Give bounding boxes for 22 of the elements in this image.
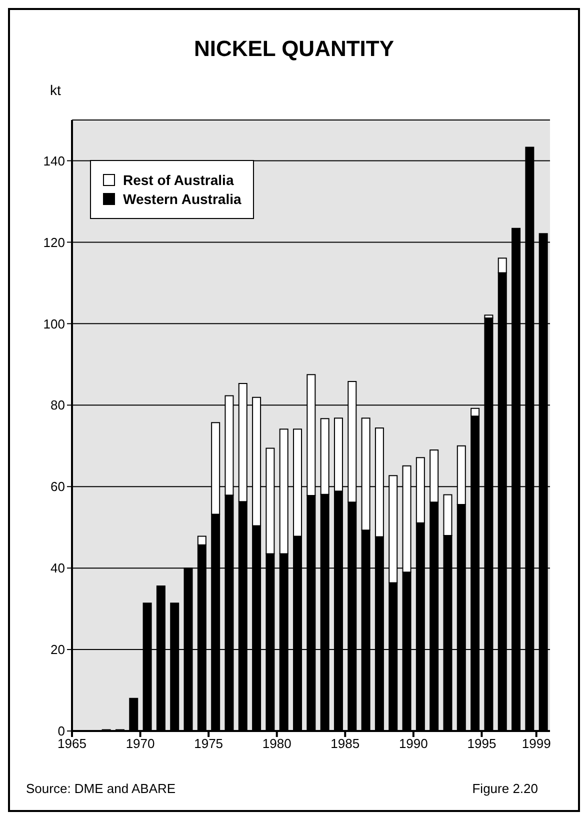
caption: Figure 2.20 — [472, 781, 538, 796]
y-tick-label: 20 — [50, 642, 65, 658]
chart-title: NICKEL QUANTITY — [192, 36, 396, 62]
x-tick-label: 1990 — [398, 736, 428, 752]
x-tick-label: 1995 — [467, 736, 496, 752]
y-tick-label: 0 — [58, 724, 65, 739]
y-axis-title: kt — [50, 82, 61, 98]
source-note: Source: DME and ABARE — [26, 781, 176, 796]
x-tick-label: 1970 — [126, 736, 155, 752]
x-tick-label: 1965 — [58, 736, 86, 752]
y-tick-label: 40 — [50, 560, 65, 576]
y-tick-label: 80 — [50, 398, 65, 413]
y-tick-label: 120 — [43, 234, 65, 250]
y-tick-label: 60 — [50, 479, 65, 494]
legend-label: Western Australia — [123, 191, 242, 207]
y-tick-label: 140 — [43, 153, 65, 168]
x-tick-label: 1999 — [522, 736, 551, 752]
y-tick-label: 100 — [43, 316, 65, 332]
x-tick-label: 1975 — [194, 736, 224, 752]
x-tick-label: 1985 — [330, 736, 360, 752]
legend-label: Rest of Australia — [123, 172, 234, 188]
x-tick-label: 1980 — [262, 736, 292, 752]
